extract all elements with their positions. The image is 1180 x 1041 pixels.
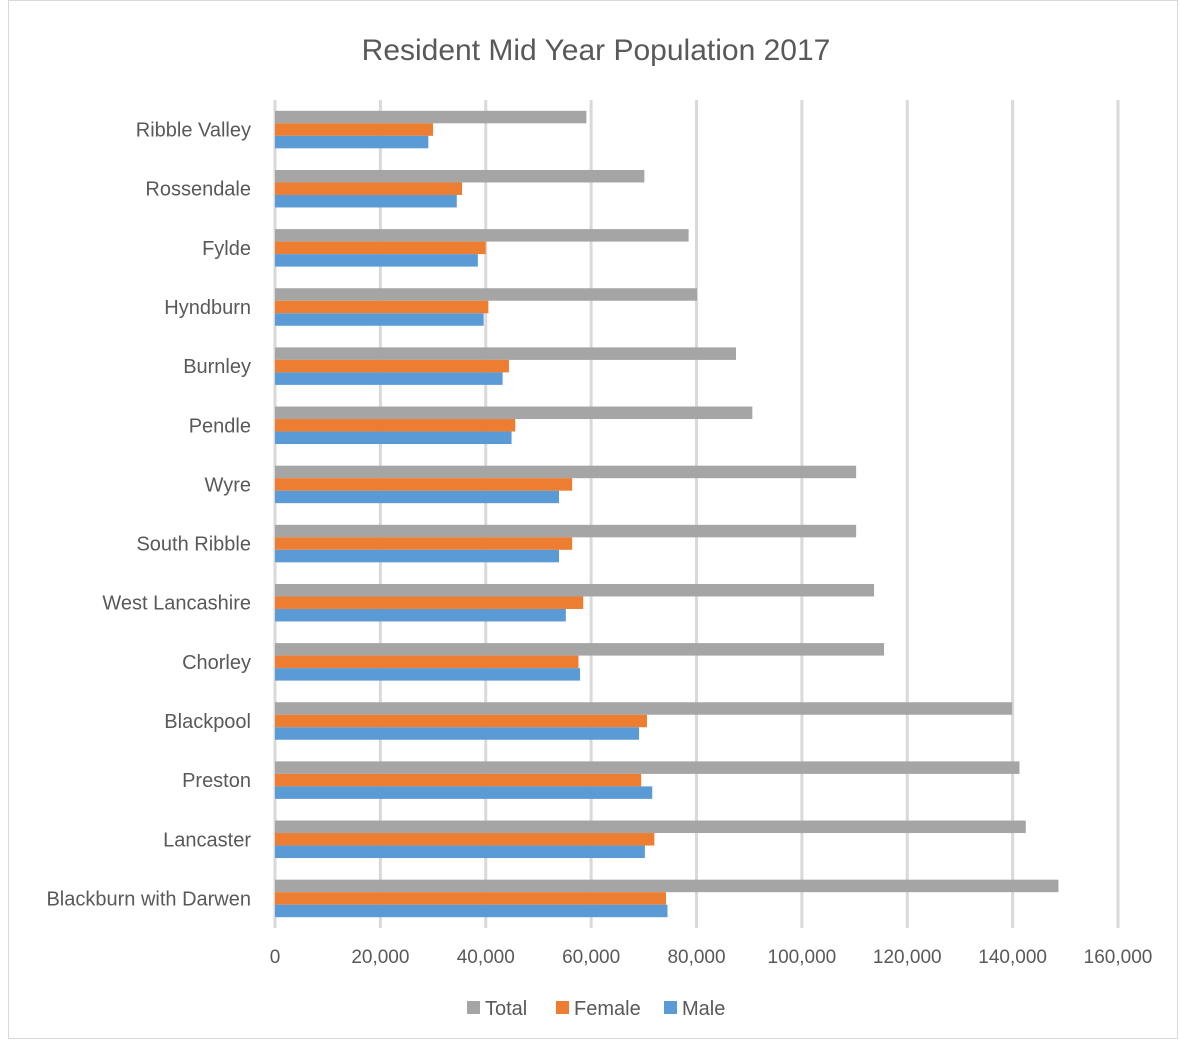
bar-male [275, 313, 484, 326]
bar-total [275, 583, 875, 597]
bar-total [275, 465, 857, 479]
y-category-label: Wyre [205, 474, 251, 496]
x-tick-label: 40,000 [457, 947, 515, 968]
bar-male [275, 786, 653, 799]
bar-male [275, 608, 566, 622]
gridlines [273, 100, 1120, 928]
x-tick-label: 80,000 [667, 947, 725, 968]
y-category-label: Blackburn with Darwen [46, 888, 251, 910]
bar-male [275, 372, 503, 385]
bar-female [275, 478, 573, 491]
bar-female [275, 182, 463, 195]
y-category-label: Lancaster [163, 829, 251, 851]
bar-total [275, 110, 587, 124]
bar-male [275, 845, 645, 859]
x-tick-label: 20,000 [351, 947, 409, 968]
bar-female [275, 537, 573, 550]
legend-swatch-male [664, 1001, 677, 1014]
bars [275, 110, 1059, 918]
bar-male [275, 549, 559, 563]
bar-male [275, 254, 478, 267]
y-category-label: Pendle [189, 415, 251, 437]
bar-male [275, 431, 512, 445]
bar-male [275, 194, 457, 208]
bar-total [275, 229, 689, 242]
y-category-label: Hyndburn [164, 297, 251, 319]
x-tick-label: 120,000 [873, 947, 942, 968]
bar-female [275, 655, 579, 669]
bar-total [275, 879, 1059, 893]
bar-female [275, 833, 655, 846]
bar-female [275, 123, 434, 136]
bar-total [275, 820, 1026, 834]
x-tick-label: 60,000 [562, 947, 620, 968]
bar-female [275, 714, 647, 728]
bar-total [275, 406, 753, 420]
bar-male [275, 668, 581, 681]
x-tick-label: 0 [270, 947, 281, 968]
y-category-label: Rossendale [145, 179, 251, 201]
legend-swatch-total [467, 1001, 480, 1014]
x-axis-labels: 0 20,000 40,000 60,000 80,000 100,000 120,000 1… [270, 947, 1153, 968]
x-tick-label: 100,000 [768, 947, 837, 968]
bar-female [275, 241, 486, 255]
y-category-label: Fylde [202, 238, 251, 260]
bar-total [275, 643, 885, 656]
bar-male [275, 727, 640, 740]
y-category-label: Blackpool [164, 711, 251, 733]
bar-female [275, 773, 642, 787]
bar-female [275, 596, 584, 609]
bar-female [275, 359, 509, 373]
bar-male [275, 490, 559, 504]
y-axis-labels: Ribble Valley Rossendale Fylde Hyndburn Burn… [46, 120, 251, 911]
legend: Total Female Male [467, 998, 725, 1020]
bar-female [275, 892, 666, 905]
legend-label-female: Female [574, 998, 641, 1020]
y-category-label: Ribble Valley [136, 120, 251, 142]
legend-label-total: Total [485, 998, 527, 1020]
bar-total [275, 702, 1013, 715]
x-tick-label: 140,000 [978, 947, 1047, 968]
chart-title: Resident Mid Year Population 2017 [362, 34, 831, 67]
bar-female [275, 419, 516, 432]
bar-total [275, 288, 698, 301]
bar-total [275, 761, 1020, 774]
bar-total [275, 169, 645, 183]
bar-female [275, 300, 489, 314]
y-category-label: Chorley [182, 652, 251, 674]
bar-male [275, 904, 668, 918]
bar-total [275, 347, 737, 360]
bar-male [275, 135, 429, 149]
y-category-label: Preston [182, 770, 251, 792]
bar-total [275, 524, 857, 538]
legend-swatch-female [556, 1001, 569, 1014]
y-category-label: South Ribble [136, 534, 251, 556]
y-category-label: West Lancashire [102, 593, 251, 615]
x-tick-label: 160,000 [1084, 947, 1153, 968]
y-category-label: Burnley [183, 356, 251, 378]
legend-label-male: Male [682, 998, 725, 1020]
